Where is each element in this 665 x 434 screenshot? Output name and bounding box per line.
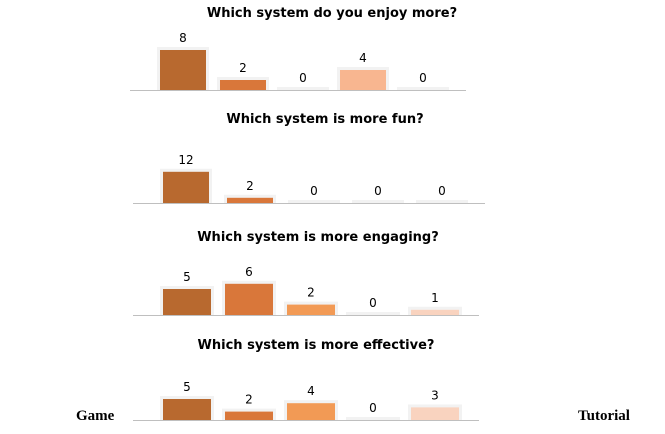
chart-4-value-label-2: 2	[245, 393, 253, 407]
chart-2-bar-1	[163, 171, 209, 203]
chart-4-value-label-4: 0	[369, 401, 377, 415]
chart-3-value-label-2: 6	[245, 265, 253, 279]
chart-2-bar-frame-4	[352, 200, 404, 203]
chart-4-value-label-5: 3	[431, 388, 439, 402]
chart-2-value-label-4: 0	[374, 184, 382, 198]
chart-1-bar-1	[160, 50, 206, 90]
chart-1-value-label-2: 2	[239, 61, 247, 75]
chart-3-value-label-3: 2	[307, 286, 315, 300]
chart-2-value-label-1: 12	[178, 153, 193, 167]
chart-2-value-label-5: 0	[438, 184, 446, 198]
chart-1-value-label-1: 8	[179, 31, 187, 45]
chart-3-bar-frame-4	[346, 312, 400, 315]
chart-4-bar-5	[411, 407, 459, 420]
chart-4-bar-2	[225, 411, 273, 420]
chart-3-bar-2	[225, 283, 273, 315]
chart-1-value-label-4: 4	[359, 51, 367, 65]
chart-1-bar-2	[220, 80, 266, 90]
chart-1-value-label-5: 0	[419, 71, 427, 85]
chart-2-bar-frame-5	[416, 200, 468, 203]
chart-3-value-label-1: 5	[183, 270, 191, 284]
chart-1-title: Which system do you enjoy more?	[206, 6, 458, 21]
chart-1-bar-frame-5	[397, 87, 449, 90]
chart-2-bar-2	[227, 197, 273, 203]
chart-2-value-label-3: 0	[310, 184, 318, 198]
chart-4-value-label-3: 4	[307, 384, 315, 398]
chart-3-bar-1	[163, 289, 211, 315]
chart-3-value-label-5: 1	[431, 291, 439, 305]
chart-3-title: Which system is more engaging?	[197, 230, 439, 245]
chart-1-bar-4	[340, 70, 386, 90]
chart-2-value-label-2: 2	[246, 179, 254, 193]
chart-2-bar-frame-3	[288, 200, 340, 203]
chart-4-bar-frame-4	[346, 417, 400, 420]
chart-1-value-label-3: 0	[299, 71, 307, 85]
tutorial-label: Tutorial	[578, 408, 630, 424]
chart-4-bar-3	[287, 403, 335, 420]
chart-3-bar-3	[287, 304, 335, 315]
chart-1-bar-frame-3	[277, 87, 329, 90]
chart-2-title: Which system is more fun?	[226, 112, 424, 127]
chart-4-value-label-1: 5	[183, 380, 191, 394]
game-label: Game	[76, 408, 115, 424]
chart-4-bar-1	[163, 399, 211, 420]
chart-3-bar-5	[411, 309, 459, 315]
chart-4-title: Which system is more effective?	[197, 338, 435, 353]
chart-3-value-label-4: 0	[369, 296, 377, 310]
